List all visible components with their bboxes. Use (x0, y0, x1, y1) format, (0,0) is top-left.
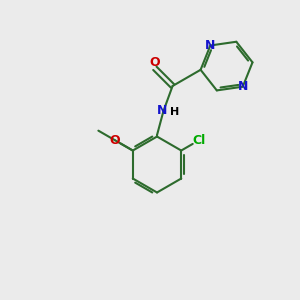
Text: H: H (170, 107, 179, 117)
Text: N: N (157, 104, 167, 117)
Text: Cl: Cl (193, 134, 206, 147)
Text: N: N (205, 39, 215, 52)
Text: O: O (110, 134, 120, 147)
Text: O: O (149, 56, 160, 69)
Text: N: N (238, 80, 248, 93)
